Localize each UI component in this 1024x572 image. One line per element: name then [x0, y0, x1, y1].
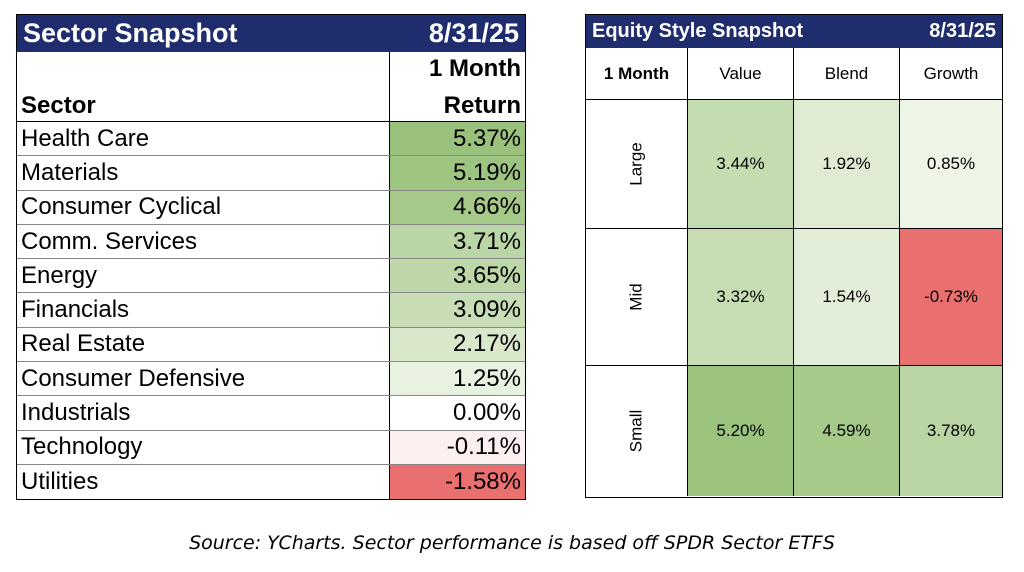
- sector-return: 3.65%: [390, 259, 525, 293]
- column-header: Blend: [794, 48, 900, 100]
- sector-name: Energy: [17, 259, 390, 293]
- sector-return: 5.37%: [390, 122, 525, 156]
- sector-column-header: Sector: [21, 92, 96, 119]
- table-row: Utilities -1.58%: [17, 464, 525, 500]
- sector-name: Technology: [17, 430, 390, 464]
- sector-name: Health Care: [17, 122, 390, 156]
- sector-return: 0.00%: [390, 396, 525, 430]
- row-label-text: Mid: [626, 283, 646, 311]
- table-row: Materials 5.19%: [17, 156, 525, 191]
- sector-name: Utilities: [17, 464, 390, 500]
- sector-return: -1.58%: [390, 464, 525, 500]
- style-table-date: 8/31/25: [929, 20, 996, 42]
- row-label: Mid: [586, 229, 688, 366]
- sector-return: 5.19%: [390, 156, 525, 190]
- heatmap-cell: 1.54%: [794, 229, 900, 366]
- sector-title-bar: Sector Snapshot 8/31/25: [17, 15, 525, 52]
- heatmap-cell: 0.85%: [900, 100, 1002, 229]
- source-note: Source: YCharts. Sector performance is b…: [189, 532, 835, 554]
- style-grid: 1 Month Value Blend Growth Large 3.44% 1.92% 0.…: [586, 48, 1002, 496]
- sector-name: Financials: [17, 293, 390, 327]
- heatmap-cell: 1.92%: [794, 100, 900, 229]
- equity-style-table: Equity Style Snapshot 8/31/25 1 Month Val…: [585, 14, 1003, 498]
- sector-return: 4.66%: [390, 190, 525, 224]
- sector-name: Consumer Cyclical: [17, 190, 390, 224]
- table-row: Consumer Defensive 1.25%: [17, 362, 525, 397]
- table-row: Health Care 5.37%: [17, 122, 525, 157]
- column-header: Growth: [900, 48, 1002, 100]
- heatmap-cell: 3.32%: [688, 229, 794, 366]
- sector-name: Materials: [17, 156, 390, 190]
- table-row: Real Estate 2.17%: [17, 327, 525, 363]
- column-header: Value: [688, 48, 794, 100]
- sector-return: 3.71%: [390, 224, 525, 259]
- style-table-title: Equity Style Snapshot: [592, 20, 804, 42]
- sector-header-row: Sector 1 Month Return: [17, 52, 525, 122]
- table-row: Technology -0.11%: [17, 430, 525, 465]
- sector-name: Real Estate: [17, 327, 390, 362]
- style-title-bar: Equity Style Snapshot 8/31/25: [586, 15, 1002, 48]
- table-row: Consumer Cyclical 4.66%: [17, 190, 525, 225]
- sector-table-date: 8/31/25: [428, 18, 519, 48]
- sector-return: 1.25%: [390, 362, 525, 396]
- sector-return: 3.09%: [390, 293, 525, 327]
- table-row: Industrials 0.00%: [17, 396, 525, 431]
- sector-return: -0.11%: [390, 430, 525, 464]
- heatmap-cell: -0.73%: [900, 229, 1002, 366]
- return-header-line1: 1 Month: [429, 55, 521, 82]
- sector-table-title: Sector Snapshot: [23, 18, 238, 48]
- sector-snapshot-table: Sector Snapshot 8/31/25 Sector 1 Month R…: [16, 14, 526, 501]
- table-row: Financials 3.09%: [17, 293, 525, 328]
- row-label: Large: [586, 100, 688, 229]
- table-row: Energy 3.65%: [17, 259, 525, 294]
- table-row: Comm. Services 3.71%: [17, 224, 525, 260]
- heatmap-cell: 3.78%: [900, 366, 1002, 496]
- sector-name: Industrials: [17, 396, 390, 430]
- return-header-line2: Return: [443, 92, 521, 119]
- sector-name: Comm. Services: [17, 224, 390, 259]
- row-label: Small: [586, 366, 688, 496]
- heatmap-cell: 5.20%: [688, 366, 794, 496]
- row-label-text: Large: [626, 142, 646, 186]
- corner-label: 1 Month: [586, 48, 688, 100]
- heatmap-cell: 4.59%: [794, 366, 900, 496]
- sector-name: Consumer Defensive: [17, 362, 390, 396]
- heatmap-cell: 3.44%: [688, 100, 794, 229]
- sector-return: 2.17%: [390, 327, 525, 362]
- sector-rows: Health Care 5.37% Materials 5.19% Consumer C…: [17, 122, 525, 500]
- row-label-text: Small: [626, 409, 646, 453]
